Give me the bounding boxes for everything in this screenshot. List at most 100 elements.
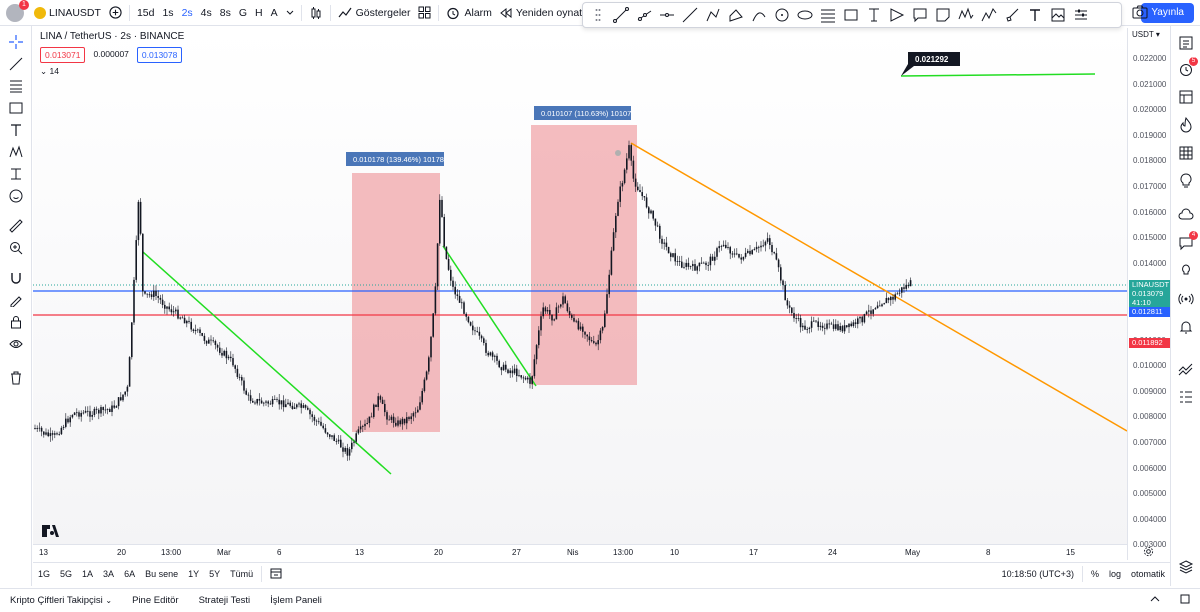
chats-button[interactable]: 4	[1177, 231, 1198, 252]
layers-button[interactable]	[1177, 558, 1195, 576]
rectangle-tool[interactable]	[842, 7, 859, 24]
timeframe-3[interactable]: 4s	[200, 6, 212, 19]
polyline-tool[interactable]	[727, 7, 744, 24]
range-button-3[interactable]: 3A	[103, 568, 115, 579]
fib-tool-left[interactable]	[8, 78, 24, 94]
symbol-search[interactable]: LINAUSDT	[30, 0, 105, 26]
time-axis[interactable]: 13 20 13:00 Mar 6 13 20 27 Nis 13:00 10 17 24 May 8 15	[33, 544, 1127, 560]
ray-tool[interactable]	[635, 7, 652, 24]
text-tool-left[interactable]	[8, 122, 24, 138]
indicators-button[interactable]: Göstergeler	[334, 0, 415, 26]
price-chart[interactable]: 0.010178 (139.46%) 10178 0.010107 (110.6…	[33, 28, 1127, 544]
hotlists-button[interactable]	[1177, 116, 1195, 134]
streams-button[interactable]	[1177, 206, 1195, 224]
range-button-0[interactable]: 1G	[38, 568, 51, 579]
fib-tool[interactable]	[819, 7, 836, 24]
range-box-2[interactable]	[531, 125, 637, 385]
remove-tool[interactable]	[8, 370, 24, 386]
timeframe-0[interactable]: 15d	[136, 6, 155, 19]
object-tree-button[interactable]	[1177, 388, 1195, 406]
image-tool[interactable]	[1049, 7, 1066, 24]
extended-line-tool[interactable]	[681, 7, 698, 24]
orange-trendline[interactable]	[630, 142, 1127, 432]
maximize-panel-button[interactable]	[1170, 594, 1200, 607]
notifications-button[interactable]	[1177, 262, 1195, 280]
timeframe-6[interactable]: H	[255, 6, 263, 19]
timeframe-2[interactable]: 2s	[181, 6, 193, 19]
tab-trading-panel[interactable]: İşlem Paneli	[270, 595, 322, 606]
range-button-4[interactable]: 6A	[124, 568, 136, 579]
green-trendline-1[interactable]	[142, 251, 392, 475]
axis-settings-button[interactable]	[1143, 546, 1154, 560]
lock-tool[interactable]	[8, 314, 24, 330]
range-button-6[interactable]: 1Y	[188, 568, 200, 579]
alerts-button[interactable]: 5	[1177, 57, 1198, 78]
chart-type-button[interactable]	[305, 0, 327, 26]
currency-label[interactable]: USDT ▾	[1132, 30, 1160, 39]
tab-pine-editor[interactable]: Pine Editör	[132, 595, 179, 606]
timeframe-7[interactable]: A	[270, 6, 278, 19]
range-button-5[interactable]: Bu sene	[145, 568, 179, 579]
tradingview-logo[interactable]	[42, 524, 62, 540]
line-tool[interactable]	[8, 56, 24, 72]
percent-toggle[interactable]: %	[1090, 568, 1099, 579]
text-label-tool[interactable]	[1026, 7, 1043, 24]
price-axis[interactable]: USDT ▾ 0.022000 0.021000 0.020000 0.019000 0…	[1127, 28, 1170, 560]
indicator-legend[interactable]: ⌄ 14	[40, 66, 59, 77]
trend-line-tool[interactable]	[612, 7, 629, 24]
hide-tool[interactable]	[8, 336, 24, 352]
note-tool[interactable]	[934, 7, 951, 24]
ruler-tool[interactable]	[8, 218, 24, 234]
text-tool[interactable]	[865, 7, 882, 24]
target-line[interactable]	[900, 73, 1096, 77]
pattern-tool[interactable]	[957, 7, 974, 24]
tab-strategy-tester[interactable]: Strateji Testi	[198, 595, 251, 606]
arrow-tool[interactable]	[888, 7, 905, 24]
timeframe-1[interactable]: 1s	[162, 6, 174, 19]
user-avatar[interactable]: 1	[6, 0, 29, 22]
more-tools[interactable]	[1072, 7, 1089, 24]
icon-tool[interactable]	[8, 188, 24, 204]
snapshot-button[interactable]	[1132, 5, 1148, 22]
path-tool[interactable]	[704, 7, 721, 24]
range-button-1[interactable]: 5G	[60, 568, 73, 579]
watchlist-button[interactable]	[1177, 34, 1195, 52]
collapse-panel-button[interactable]	[1140, 595, 1170, 606]
ideas-button[interactable]	[1177, 172, 1195, 190]
ellipse-tool[interactable]	[796, 7, 813, 24]
pattern-tool-left[interactable]	[8, 144, 24, 160]
pine-scripts-button[interactable]	[1177, 360, 1195, 378]
range-button-2[interactable]: 1A	[82, 568, 94, 579]
data-window-button[interactable]	[1177, 88, 1195, 106]
zoom-tool[interactable]	[8, 240, 24, 256]
chart-pane[interactable]: 0.010178 (139.46%) 10178 0.010107 (110.6…	[33, 28, 1127, 560]
add-symbol-button[interactable]	[105, 0, 126, 26]
alert-button[interactable]: Alarm	[442, 0, 495, 26]
drag-handle[interactable]	[589, 7, 606, 24]
circle-tool[interactable]	[773, 7, 790, 24]
log-toggle[interactable]: log	[1108, 568, 1121, 579]
tab-crypto-tracker[interactable]: Kripto Çiftleri Takipçisi ⌄	[0, 595, 122, 606]
prediction-tool[interactable]	[8, 166, 24, 182]
curve-tool[interactable]	[750, 7, 767, 24]
bell-button[interactable]	[1177, 318, 1195, 336]
range-button-7[interactable]: 5Y	[209, 568, 221, 579]
range-box-1[interactable]	[352, 173, 440, 432]
auto-scale-toggle[interactable]: otomatik	[1130, 568, 1165, 579]
publish-button[interactable]: Yayınla	[1141, 3, 1194, 23]
stay-drawing-tool[interactable]	[8, 292, 24, 308]
broadcast-button[interactable]	[1177, 290, 1195, 308]
callout-tool[interactable]	[911, 7, 928, 24]
goto-date-button[interactable]	[265, 567, 287, 581]
replay-button[interactable]: Yeniden oynat	[496, 0, 586, 26]
timeframe-4[interactable]: 8s	[219, 6, 231, 19]
crosshair-tool[interactable]	[8, 34, 24, 50]
green-trendline-2[interactable]	[442, 245, 537, 387]
magnet-tool[interactable]	[8, 270, 24, 286]
chart-legend-title[interactable]: LINA / TetherUS · 2s · BINANCE	[40, 31, 185, 42]
shape-tool[interactable]	[8, 100, 24, 116]
range-button-8[interactable]: Tümü	[230, 568, 254, 579]
clock-display[interactable]: 10:18:50 (UTC+3)	[1001, 568, 1074, 579]
timeframe-5[interactable]: G	[238, 6, 248, 19]
calendar-button[interactable]	[1177, 144, 1195, 162]
